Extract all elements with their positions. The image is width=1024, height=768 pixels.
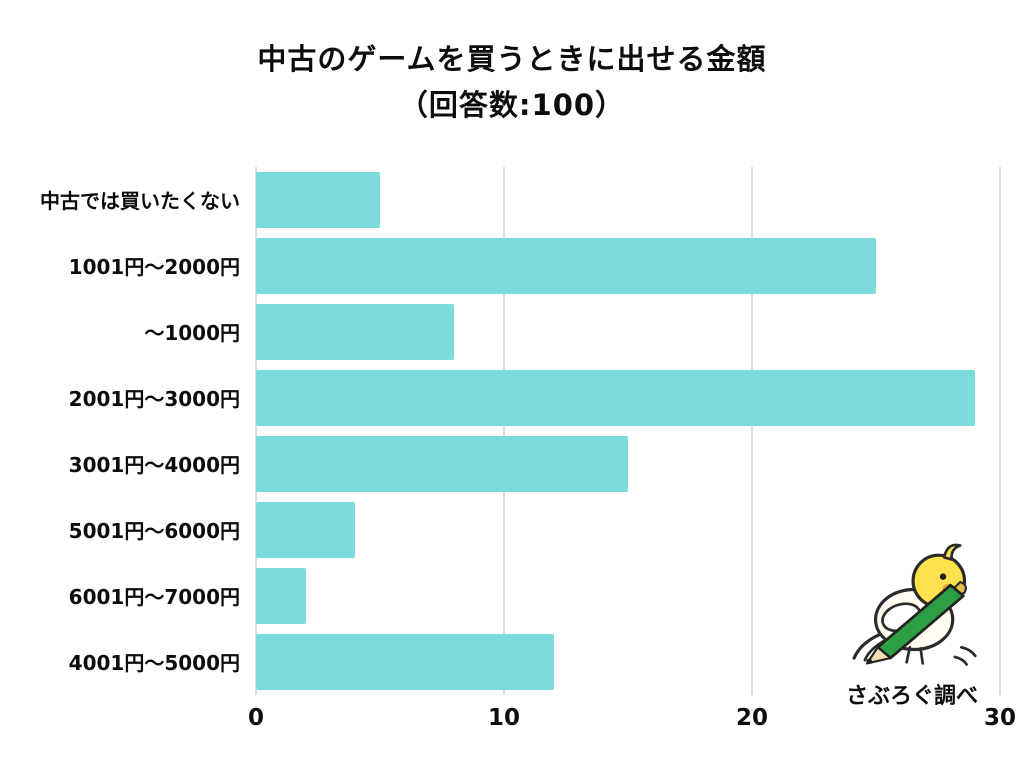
- category-label: 中古では買いたくない: [40, 189, 240, 214]
- category-labels: 中古では買いたくない 1001円〜2000円〜1000円 2001円〜3000円 30…: [8, 167, 256, 695]
- x-tick-label: 0: [247, 704, 265, 731]
- x-tick-label: 30: [983, 704, 1017, 731]
- gridline: [999, 166, 1001, 695]
- category-label: 6001円〜7000円: [68, 585, 240, 610]
- bar: [256, 435, 628, 492]
- chart-body: 中古では買いたくない 1001円〜2000円〜1000円 2001円〜3000円 30…: [8, 166, 1001, 695]
- chart-title-block: 中古のゲームを買うときに出せる金額 （回答数:100）: [0, 0, 1024, 129]
- category-label: 4001円〜5000円: [68, 651, 240, 676]
- bar: [256, 303, 455, 360]
- category-label: 1001円〜2000円: [68, 255, 240, 280]
- bar: [256, 369, 976, 426]
- category-label: 〜1000円: [144, 321, 240, 346]
- credit-block: さぶろぐ調べ: [814, 538, 1010, 710]
- category-label: 2001円〜3000円: [68, 387, 240, 412]
- bar-row: [256, 365, 1000, 431]
- bar: [256, 171, 380, 228]
- bar-row: [256, 233, 1000, 299]
- gridline: [255, 166, 257, 695]
- bar-row: [256, 431, 1000, 497]
- bar-chart: 中古では買いたくない 1001円〜2000円〜1000円 2001円〜3000円 30…: [0, 166, 1024, 741]
- bar: [256, 633, 554, 690]
- mascot-bird-icon: [837, 543, 987, 676]
- plot-area: [255, 166, 1001, 695]
- bar-row: [256, 299, 1000, 365]
- bar: [256, 501, 356, 558]
- bar: [256, 567, 306, 624]
- category-label: 5001円〜6000円: [68, 519, 240, 544]
- bar-row: [256, 563, 1000, 629]
- x-tick-label: 20: [735, 704, 769, 731]
- gridline: [751, 166, 753, 695]
- bar-row: [256, 497, 1000, 563]
- category-label: 3001円〜4000円: [68, 453, 240, 478]
- x-axis: 0 10 20 30: [248, 695, 1016, 741]
- bar-row: [256, 167, 1000, 233]
- credit-text: さぶろぐ調べ: [845, 684, 978, 709]
- chart-title-line1: 中古のゲームを買うときに出せる金額: [257, 42, 767, 76]
- gridline: [503, 166, 505, 695]
- bar: [256, 237, 876, 294]
- x-tick-label: 10: [487, 704, 521, 731]
- bar-row: [256, 629, 1000, 695]
- chart-title-line2: （回答数:100）: [398, 88, 626, 123]
